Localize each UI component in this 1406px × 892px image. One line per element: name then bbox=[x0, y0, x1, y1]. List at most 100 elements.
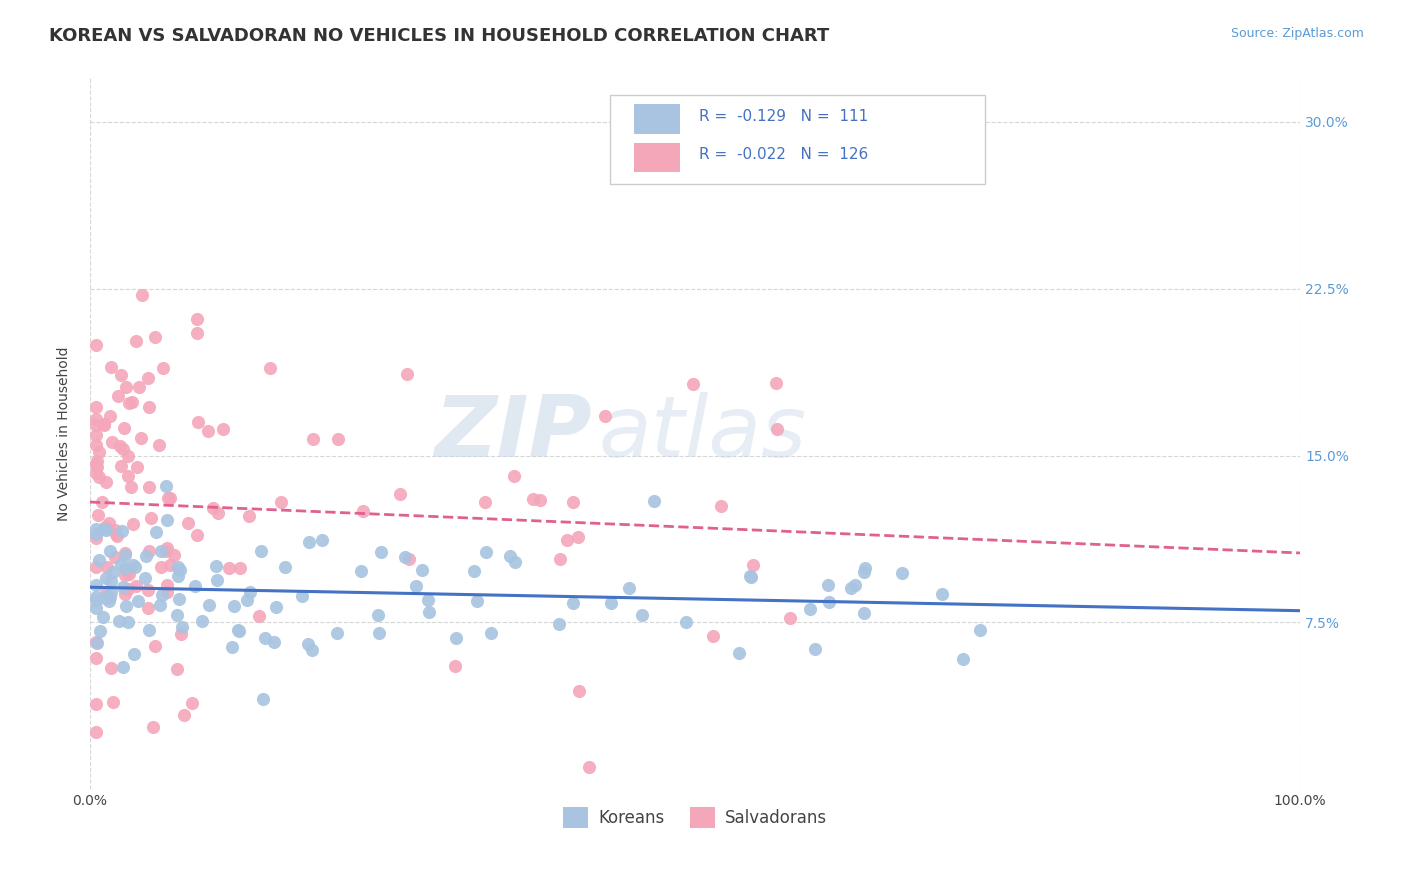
Point bbox=[204, 558, 226, 573]
Point bbox=[128, 380, 150, 394]
Point bbox=[127, 460, 149, 475]
Point bbox=[273, 559, 295, 574]
Point bbox=[84, 457, 107, 471]
Point bbox=[104, 550, 127, 565]
Point bbox=[150, 560, 173, 574]
Point bbox=[107, 529, 129, 543]
Point bbox=[166, 607, 188, 622]
Point bbox=[111, 524, 134, 539]
Point bbox=[352, 504, 374, 518]
Point bbox=[326, 432, 349, 446]
Point bbox=[84, 697, 107, 711]
Point bbox=[416, 592, 439, 607]
Point bbox=[446, 632, 468, 646]
Point bbox=[103, 523, 125, 537]
Point bbox=[112, 580, 135, 594]
Point bbox=[84, 560, 107, 574]
Point bbox=[503, 555, 526, 569]
Point bbox=[98, 594, 121, 608]
Point bbox=[839, 582, 862, 596]
Point bbox=[125, 579, 148, 593]
Point bbox=[112, 421, 135, 435]
Point bbox=[117, 582, 139, 597]
Point bbox=[98, 409, 121, 423]
Point bbox=[728, 646, 751, 660]
Point bbox=[167, 560, 190, 574]
Point bbox=[398, 552, 420, 566]
Text: ZIP: ZIP bbox=[434, 392, 592, 475]
Point bbox=[87, 553, 110, 567]
Point bbox=[709, 499, 731, 513]
Point bbox=[117, 615, 139, 629]
Point bbox=[742, 558, 765, 572]
Y-axis label: No Vehicles in Household: No Vehicles in Household bbox=[58, 346, 72, 521]
Point bbox=[212, 422, 235, 436]
Point bbox=[127, 594, 149, 608]
Point bbox=[630, 608, 652, 623]
Point bbox=[134, 572, 156, 586]
Point bbox=[159, 558, 181, 572]
Point bbox=[149, 598, 172, 612]
Point bbox=[463, 565, 485, 579]
Point bbox=[197, 425, 219, 439]
Point bbox=[156, 578, 179, 592]
Legend: Koreans, Salvadorans: Koreans, Salvadorans bbox=[557, 801, 834, 834]
Point bbox=[766, 422, 789, 436]
Point bbox=[114, 568, 136, 582]
Point bbox=[156, 541, 179, 555]
Point bbox=[578, 760, 600, 774]
Point bbox=[547, 617, 569, 632]
Point bbox=[150, 544, 173, 558]
Point bbox=[169, 563, 191, 577]
Point bbox=[152, 361, 174, 376]
Point bbox=[239, 585, 262, 599]
Point bbox=[176, 516, 198, 530]
Point bbox=[108, 614, 131, 628]
Point bbox=[619, 581, 641, 595]
Point bbox=[136, 371, 159, 385]
Point bbox=[844, 577, 866, 591]
Point bbox=[112, 660, 135, 674]
Point bbox=[118, 567, 141, 582]
Point bbox=[180, 696, 202, 710]
Point bbox=[136, 600, 159, 615]
Point bbox=[562, 596, 585, 610]
Point bbox=[90, 495, 112, 509]
Point bbox=[93, 522, 115, 536]
Point bbox=[738, 569, 761, 583]
Point bbox=[84, 438, 107, 452]
Point bbox=[105, 527, 128, 541]
Point bbox=[96, 524, 118, 538]
Point bbox=[98, 590, 121, 604]
Point bbox=[84, 577, 107, 591]
Point bbox=[228, 624, 250, 639]
Point bbox=[91, 610, 114, 624]
Point bbox=[100, 585, 122, 599]
Point bbox=[593, 409, 616, 424]
Point bbox=[114, 587, 136, 601]
Point bbox=[84, 635, 107, 649]
Point bbox=[186, 528, 208, 542]
Point bbox=[311, 533, 333, 547]
Point bbox=[253, 631, 276, 645]
Text: R =  -0.129   N =  111: R = -0.129 N = 111 bbox=[699, 109, 868, 124]
Point bbox=[567, 530, 589, 544]
Point bbox=[207, 506, 229, 520]
Point bbox=[89, 445, 111, 459]
Point bbox=[155, 513, 177, 527]
Point bbox=[479, 626, 502, 640]
Text: Source: ZipAtlas.com: Source: ZipAtlas.com bbox=[1230, 27, 1364, 40]
Point bbox=[259, 361, 281, 376]
Point bbox=[110, 557, 132, 571]
Point bbox=[236, 593, 259, 607]
Point bbox=[100, 360, 122, 375]
Point bbox=[263, 634, 285, 648]
Point bbox=[125, 334, 148, 349]
Point bbox=[931, 587, 953, 601]
Point bbox=[238, 509, 260, 524]
Point bbox=[969, 624, 991, 638]
Point bbox=[799, 601, 821, 615]
Point bbox=[270, 494, 292, 508]
Point bbox=[124, 559, 146, 574]
Point bbox=[84, 724, 107, 739]
